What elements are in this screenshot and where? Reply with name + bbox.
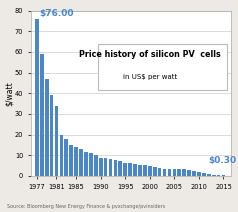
Bar: [104, 158, 107, 176]
Bar: [89, 153, 93, 176]
Bar: [119, 162, 122, 176]
Bar: [143, 165, 147, 176]
Bar: [197, 172, 201, 176]
Bar: [94, 155, 98, 176]
Text: $0.30: $0.30: [209, 156, 237, 165]
FancyBboxPatch shape: [98, 44, 227, 90]
Bar: [109, 159, 112, 176]
Bar: [79, 149, 83, 176]
Bar: [202, 173, 206, 176]
Bar: [207, 174, 211, 176]
Bar: [182, 169, 186, 176]
Bar: [138, 165, 142, 176]
Bar: [99, 158, 103, 176]
Y-axis label: $/watt: $/watt: [5, 81, 13, 106]
Text: Price history of silicon PV  cells: Price history of silicon PV cells: [79, 50, 221, 59]
Bar: [192, 171, 196, 176]
Bar: [133, 164, 137, 176]
Bar: [173, 169, 176, 176]
Bar: [35, 19, 39, 176]
Bar: [84, 152, 88, 176]
Bar: [158, 168, 161, 176]
Bar: [148, 166, 152, 176]
Bar: [153, 167, 157, 176]
Bar: [60, 135, 63, 176]
Text: $76.00: $76.00: [39, 9, 74, 18]
Bar: [128, 163, 132, 176]
Bar: [64, 139, 68, 176]
Bar: [163, 169, 166, 176]
Bar: [168, 169, 171, 176]
Bar: [55, 106, 58, 176]
Bar: [50, 95, 53, 176]
Bar: [212, 175, 216, 176]
Bar: [45, 79, 49, 176]
Bar: [222, 175, 225, 176]
Bar: [74, 147, 78, 176]
Bar: [69, 145, 73, 176]
Bar: [217, 175, 220, 176]
Text: Source: Bloomberg New Energy Finance & pvxchange/pvinsiders: Source: Bloomberg New Energy Finance & p…: [7, 204, 165, 209]
Bar: [178, 169, 181, 176]
Bar: [114, 160, 117, 176]
Text: in US$ per watt: in US$ per watt: [123, 74, 177, 80]
Bar: [124, 163, 127, 176]
Bar: [40, 54, 44, 176]
Bar: [187, 170, 191, 176]
